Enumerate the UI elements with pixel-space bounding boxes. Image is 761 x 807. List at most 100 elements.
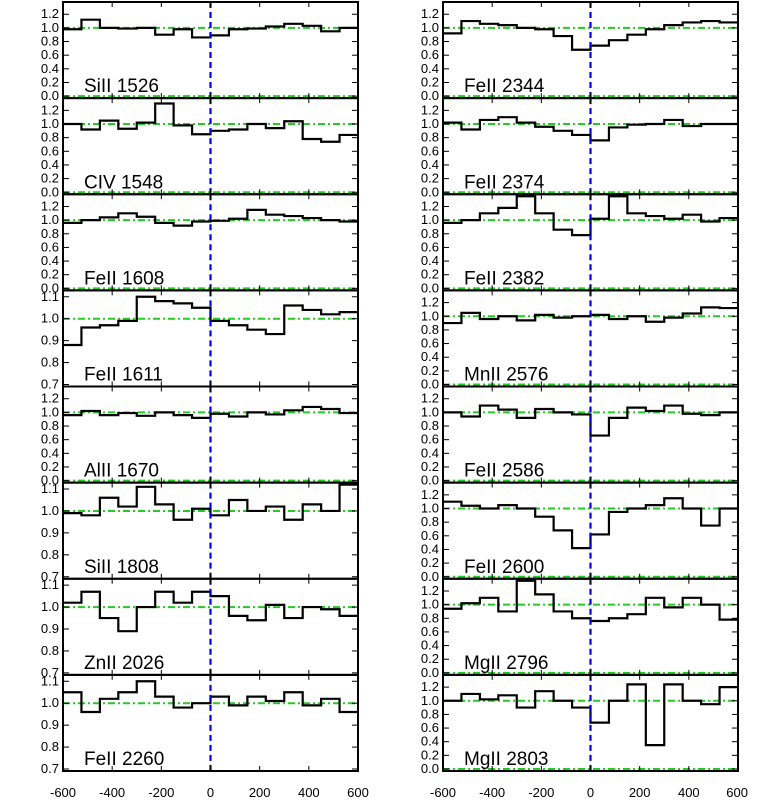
y-tick-label: 0.7: [41, 569, 59, 584]
panel-label: FeII 2260: [84, 749, 164, 770]
y-tick-label: 0.4: [421, 61, 439, 76]
panel-feii-2600: 0.00.20.40.60.81.01.2 FeII 2600: [421, 481, 739, 584]
x-tick-label: -600: [430, 785, 456, 800]
spectrum-feii-2586: [443, 404, 738, 437]
y-tick-label: 0.4: [421, 157, 439, 172]
y-tick-label: 0.6: [41, 143, 59, 158]
y-tick-label: 0.9: [41, 717, 59, 732]
x-tick-label: -400: [479, 785, 505, 800]
y-tick-label: 0.6: [421, 239, 439, 254]
y-tick-label: 0.2: [421, 651, 439, 666]
y-tick-label: 1.2: [421, 391, 439, 406]
y-tick-label: 1.1: [41, 481, 59, 496]
panel-znii-2026: 0.7 0.8 0.9 1.0 1.1 ZnII 2026: [41, 577, 359, 680]
panel-mgii-2803: 0.00.20.40.60.81.01.2 MgII 2803: [421, 673, 739, 776]
y-tick-label: 1.2: [41, 6, 59, 21]
y-tick-label: 1.0: [41, 212, 59, 227]
y-tick-label: 1.2: [41, 102, 59, 117]
spectrum-alii-1670: [63, 405, 358, 419]
y-tick-label: 1.2: [41, 391, 59, 406]
y-tick-label: 0.6: [421, 336, 439, 351]
y-tick-label: 0.0: [421, 184, 439, 199]
y-tick-label: 1.1: [41, 577, 59, 592]
y-tick-label: 0.6: [421, 143, 439, 158]
y-tick-label: 0.6: [421, 720, 439, 735]
y-tick-label: 0.9: [41, 333, 59, 348]
y-tick-label: 0.8: [421, 418, 439, 433]
panel-label: SiII 1526: [84, 76, 159, 97]
spectrum-feii-2374: [443, 116, 738, 142]
y-tick-label: 1.2: [421, 679, 439, 694]
panel-feii-2344: 0.00.20.40.60.81.01.2 FeII 2344: [421, 1, 739, 103]
y-tick-label: 0.2: [421, 267, 439, 282]
panel-mgii-2796: 0.00.20.40.60.81.01.2 MgII 2796: [421, 577, 739, 680]
panel-label: AlII 1670: [84, 461, 159, 482]
y-tick-label: 0.8: [421, 130, 439, 145]
y-tick-label: 0.0: [421, 761, 439, 776]
y-tick-label: 1.2: [421, 102, 439, 117]
y-tick-label: 0.8: [421, 226, 439, 241]
panel-frame: [62, 673, 359, 772]
y-tick-label: 0.8: [41, 418, 59, 433]
y-tick-label: 0.8: [41, 739, 59, 754]
panel-label: FeII 2344: [464, 76, 545, 97]
panel-feii-1611: 0.7 0.8 0.9 1.0 1.1 FeII 1611: [41, 289, 359, 392]
y-tick-label: 1.0: [41, 116, 59, 131]
y-tick-label: 0.6: [41, 432, 59, 447]
x-tick-label: -200: [148, 785, 174, 800]
panel-label: SiII 1808: [84, 557, 159, 578]
y-tick-label: 1.0: [41, 311, 59, 326]
y-tick-label: 0.2: [41, 74, 59, 89]
panel-frame: [442, 673, 739, 772]
y-tick-label: 0.0: [41, 473, 59, 488]
y-tick-label: 1.0: [41, 695, 59, 710]
y-tick-label: 0.4: [421, 541, 439, 556]
y-tick-label: 0.2: [41, 171, 59, 186]
panel-feii-1608: 0.00.20.40.60.81.01.2 FeII 1608: [41, 193, 359, 295]
y-tick-label: 1.0: [41, 20, 59, 35]
y-tick-label: 0.8: [41, 355, 59, 370]
y-tick-label: 0.6: [41, 47, 59, 62]
y-tick-label: 0.2: [421, 555, 439, 570]
y-tick-label: 0.8: [421, 514, 439, 529]
y-tick-label: 0.0: [41, 184, 59, 199]
spectrum-siii-1808: [63, 483, 358, 521]
y-tick-label: 1.0: [421, 308, 439, 323]
x-tick-label: -200: [528, 785, 554, 800]
x-tick-label: 400: [678, 785, 700, 800]
panel-label: FeII 1611: [84, 365, 163, 386]
x-tick-label: 600: [347, 785, 369, 800]
y-tick-label: 0.8: [41, 547, 59, 562]
y-tick-label: 0.2: [421, 747, 439, 762]
y-tick-label: 0.8: [421, 610, 439, 625]
y-tick-label: 0.7: [41, 377, 59, 392]
panel-label: FeII 2374: [464, 172, 545, 193]
y-tick-label: 0.7: [41, 665, 59, 680]
panel-label: MgII 2796: [464, 653, 549, 674]
panel-mnii-2576: 0.00.20.40.60.81.01.2 MnII 2576: [421, 289, 739, 392]
y-tick-label: 0.6: [421, 528, 439, 543]
y-tick-label: 1.0: [421, 501, 439, 516]
spectrum-feii-2600: [443, 497, 738, 550]
y-tick-label: 0.0: [41, 88, 59, 103]
y-tick-label: 0.0: [421, 280, 439, 295]
y-tick-label: 1.2: [41, 198, 59, 213]
y-tick-label: 1.1: [41, 673, 59, 688]
spectrum-feii-1608: [63, 208, 358, 227]
x-tick-label: 0: [587, 785, 594, 800]
panel-label: CIV 1548: [84, 172, 163, 193]
y-tick-label: 0.9: [41, 525, 59, 540]
y-tick-label: 0.4: [421, 734, 439, 749]
y-tick-label: 1.0: [41, 404, 59, 419]
panel-label: FeII 2382: [464, 268, 544, 289]
y-tick-label: 0.9: [41, 621, 59, 636]
y-tick-label: 1.0: [421, 597, 439, 612]
x-tick-label: -400: [99, 785, 125, 800]
y-tick-label: 1.0: [421, 116, 439, 131]
y-tick-label: 1.2: [421, 583, 439, 598]
x-tick-label: 600: [726, 785, 748, 800]
